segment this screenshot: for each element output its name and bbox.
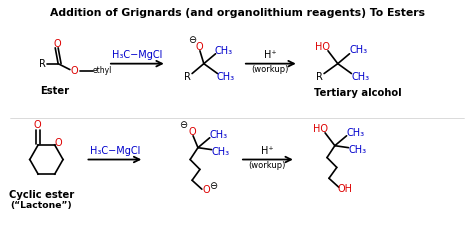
Text: O: O <box>195 42 203 52</box>
Text: OH: OH <box>337 184 352 194</box>
Text: H₃C−MgCl: H₃C−MgCl <box>112 50 163 60</box>
Text: HO: HO <box>315 42 329 52</box>
Text: O: O <box>71 66 79 76</box>
Text: R: R <box>39 59 46 69</box>
Text: CH₃: CH₃ <box>351 71 369 81</box>
Text: CH₃: CH₃ <box>346 128 365 138</box>
Text: (workup): (workup) <box>249 161 286 170</box>
Text: R: R <box>184 71 191 81</box>
Text: ⊖: ⊖ <box>179 120 187 130</box>
Text: CH₃: CH₃ <box>211 147 229 157</box>
Text: (“Lactone”): (“Lactone”) <box>11 202 73 210</box>
Text: Ester: Ester <box>40 86 69 96</box>
Text: Addition of Grignards (and organolithium reagents) To Esters: Addition of Grignards (and organolithium… <box>50 8 425 18</box>
Text: H₃C−MgCl: H₃C−MgCl <box>90 146 140 156</box>
Text: H⁺: H⁺ <box>264 50 277 60</box>
Text: CH₃: CH₃ <box>214 46 232 56</box>
Text: Tertiary alcohol: Tertiary alcohol <box>313 88 401 98</box>
Text: ⊖: ⊖ <box>188 35 196 45</box>
Text: R: R <box>316 71 323 81</box>
Text: CH₃: CH₃ <box>349 45 367 55</box>
Text: O: O <box>203 185 210 195</box>
Text: O: O <box>33 120 41 130</box>
Text: O: O <box>55 138 63 148</box>
Text: O: O <box>188 127 196 137</box>
Text: CH₃: CH₃ <box>216 71 234 81</box>
Text: H⁺: H⁺ <box>261 146 273 156</box>
Text: ⊖: ⊖ <box>210 181 218 191</box>
Text: Cyclic ester: Cyclic ester <box>9 190 74 200</box>
Text: O: O <box>54 39 61 49</box>
Text: CH₃: CH₃ <box>210 130 228 140</box>
Text: ethyl: ethyl <box>92 66 112 75</box>
Text: CH₃: CH₃ <box>348 145 366 155</box>
Text: (workup): (workup) <box>252 65 289 74</box>
Text: HO: HO <box>313 124 328 134</box>
